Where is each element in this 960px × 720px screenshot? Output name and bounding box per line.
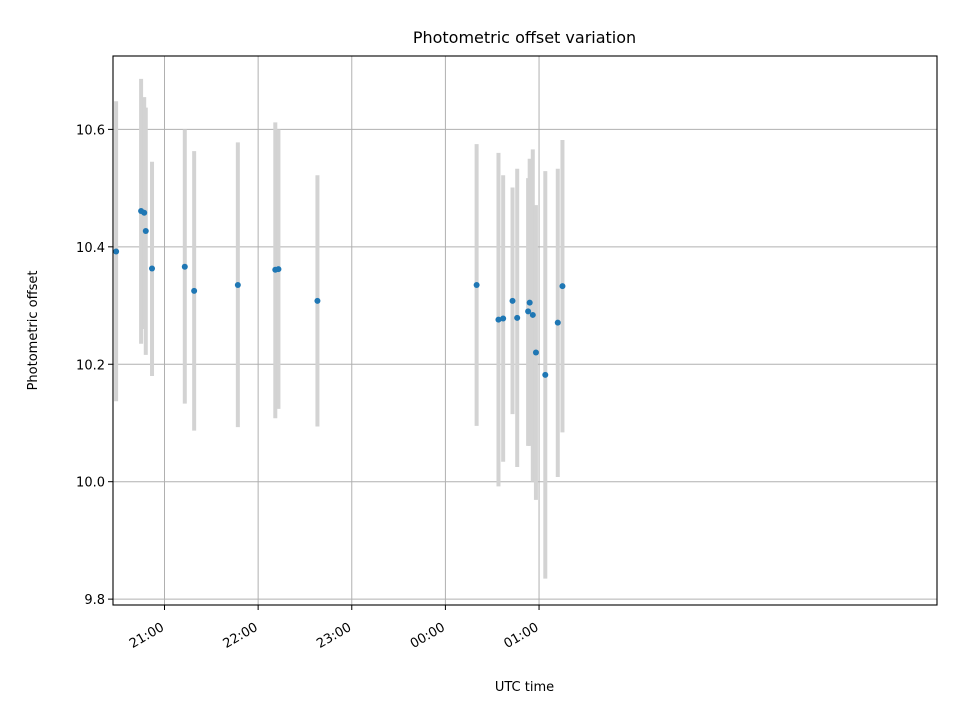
y-tick-label: 10.4 [76,241,105,256]
data-point [525,308,532,315]
x-tick-label: 22:00 [221,620,261,652]
data-point [234,281,241,288]
data-point [526,299,533,306]
x-axis: 21:00 22:00 23:00 00:00 01:00 [127,605,541,652]
grid [113,56,937,605]
data-point [529,311,536,318]
data-point [532,349,539,356]
y-tick-label: 10.6 [76,123,105,138]
data-point [275,266,282,273]
data-point [495,316,502,323]
plot-area [112,55,938,606]
data-point [141,209,148,216]
data-point [113,248,120,255]
y-axis-label: Photometric offset [26,271,41,391]
data-point [142,227,149,234]
data-point [191,287,198,294]
data-point [509,297,516,304]
x-tick-label: 00:00 [408,620,448,652]
data-points [113,208,566,378]
data-point [500,315,507,322]
data-point [559,283,566,290]
data-point [542,371,549,378]
y-axis: 9.8 10.0 10.2 10.4 10.6 [76,123,113,608]
x-tick-label: 21:00 [127,620,167,652]
y-tick-label: 9.8 [84,593,105,608]
data-point [554,319,561,326]
data-point [181,263,188,270]
x-tick-label: 01:00 [501,620,541,652]
error-bars [114,78,565,579]
data-point [314,297,321,304]
x-axis-label: UTC time [495,680,554,695]
y-tick-label: 10.0 [76,476,105,491]
x-tick-label: 23:00 [314,620,354,652]
y-tick-label: 10.2 [76,358,105,373]
data-point [149,265,156,272]
data-point [473,281,480,288]
chart-title: Photometric offset variation [413,28,636,47]
data-point [514,314,521,321]
